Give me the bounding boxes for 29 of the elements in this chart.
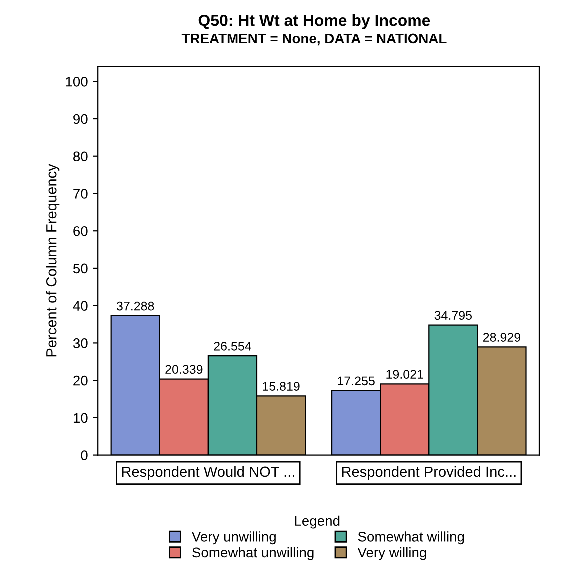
data-label: 19.021: [386, 370, 424, 379]
data-label: 28.929: [483, 333, 520, 342]
y-tick-label: 80: [74, 152, 88, 162]
y-tick-label: 10: [74, 413, 88, 424]
legend-label: Somewhat willing: [358, 532, 464, 545]
chart-subtitle: TREATMENT = None, DATA = NATIONAL: [182, 34, 447, 46]
y-tick-label: 20: [74, 376, 88, 386]
data-label: 15.819: [263, 382, 300, 391]
data-label: 26.554: [214, 342, 252, 351]
data-label: 37.288: [116, 302, 154, 311]
legend-label: Somewhat unwilling: [192, 547, 314, 560]
y-tick-label: 70: [74, 189, 88, 199]
data-label: 20.339: [166, 365, 203, 374]
data-label: 17.255: [338, 376, 375, 386]
x-tick-label: Respondent Provided Inc...: [342, 466, 516, 480]
y-tick-label: 60: [74, 226, 88, 236]
y-tick-label: 30: [73, 338, 88, 348]
x-tick-label: Respondent Would NOT ...: [122, 466, 294, 480]
legend-title: Legend: [295, 516, 340, 529]
legend-label: Very willing: [358, 547, 426, 560]
data-label: 34.795: [434, 311, 472, 320]
y-tick-label: 0: [81, 450, 88, 460]
y-tick-label: 40: [73, 301, 88, 312]
legend-label: Very unwilling: [192, 532, 276, 545]
y-tick-label: 50: [73, 264, 88, 274]
y-tick-label: 100: [66, 76, 88, 87]
chart-title: Q50: Ht Wt at Home by Income: [198, 14, 430, 30]
y-tick-label: 90: [74, 114, 88, 124]
y-axis-title: Percent of Column Frequency: [46, 164, 60, 357]
